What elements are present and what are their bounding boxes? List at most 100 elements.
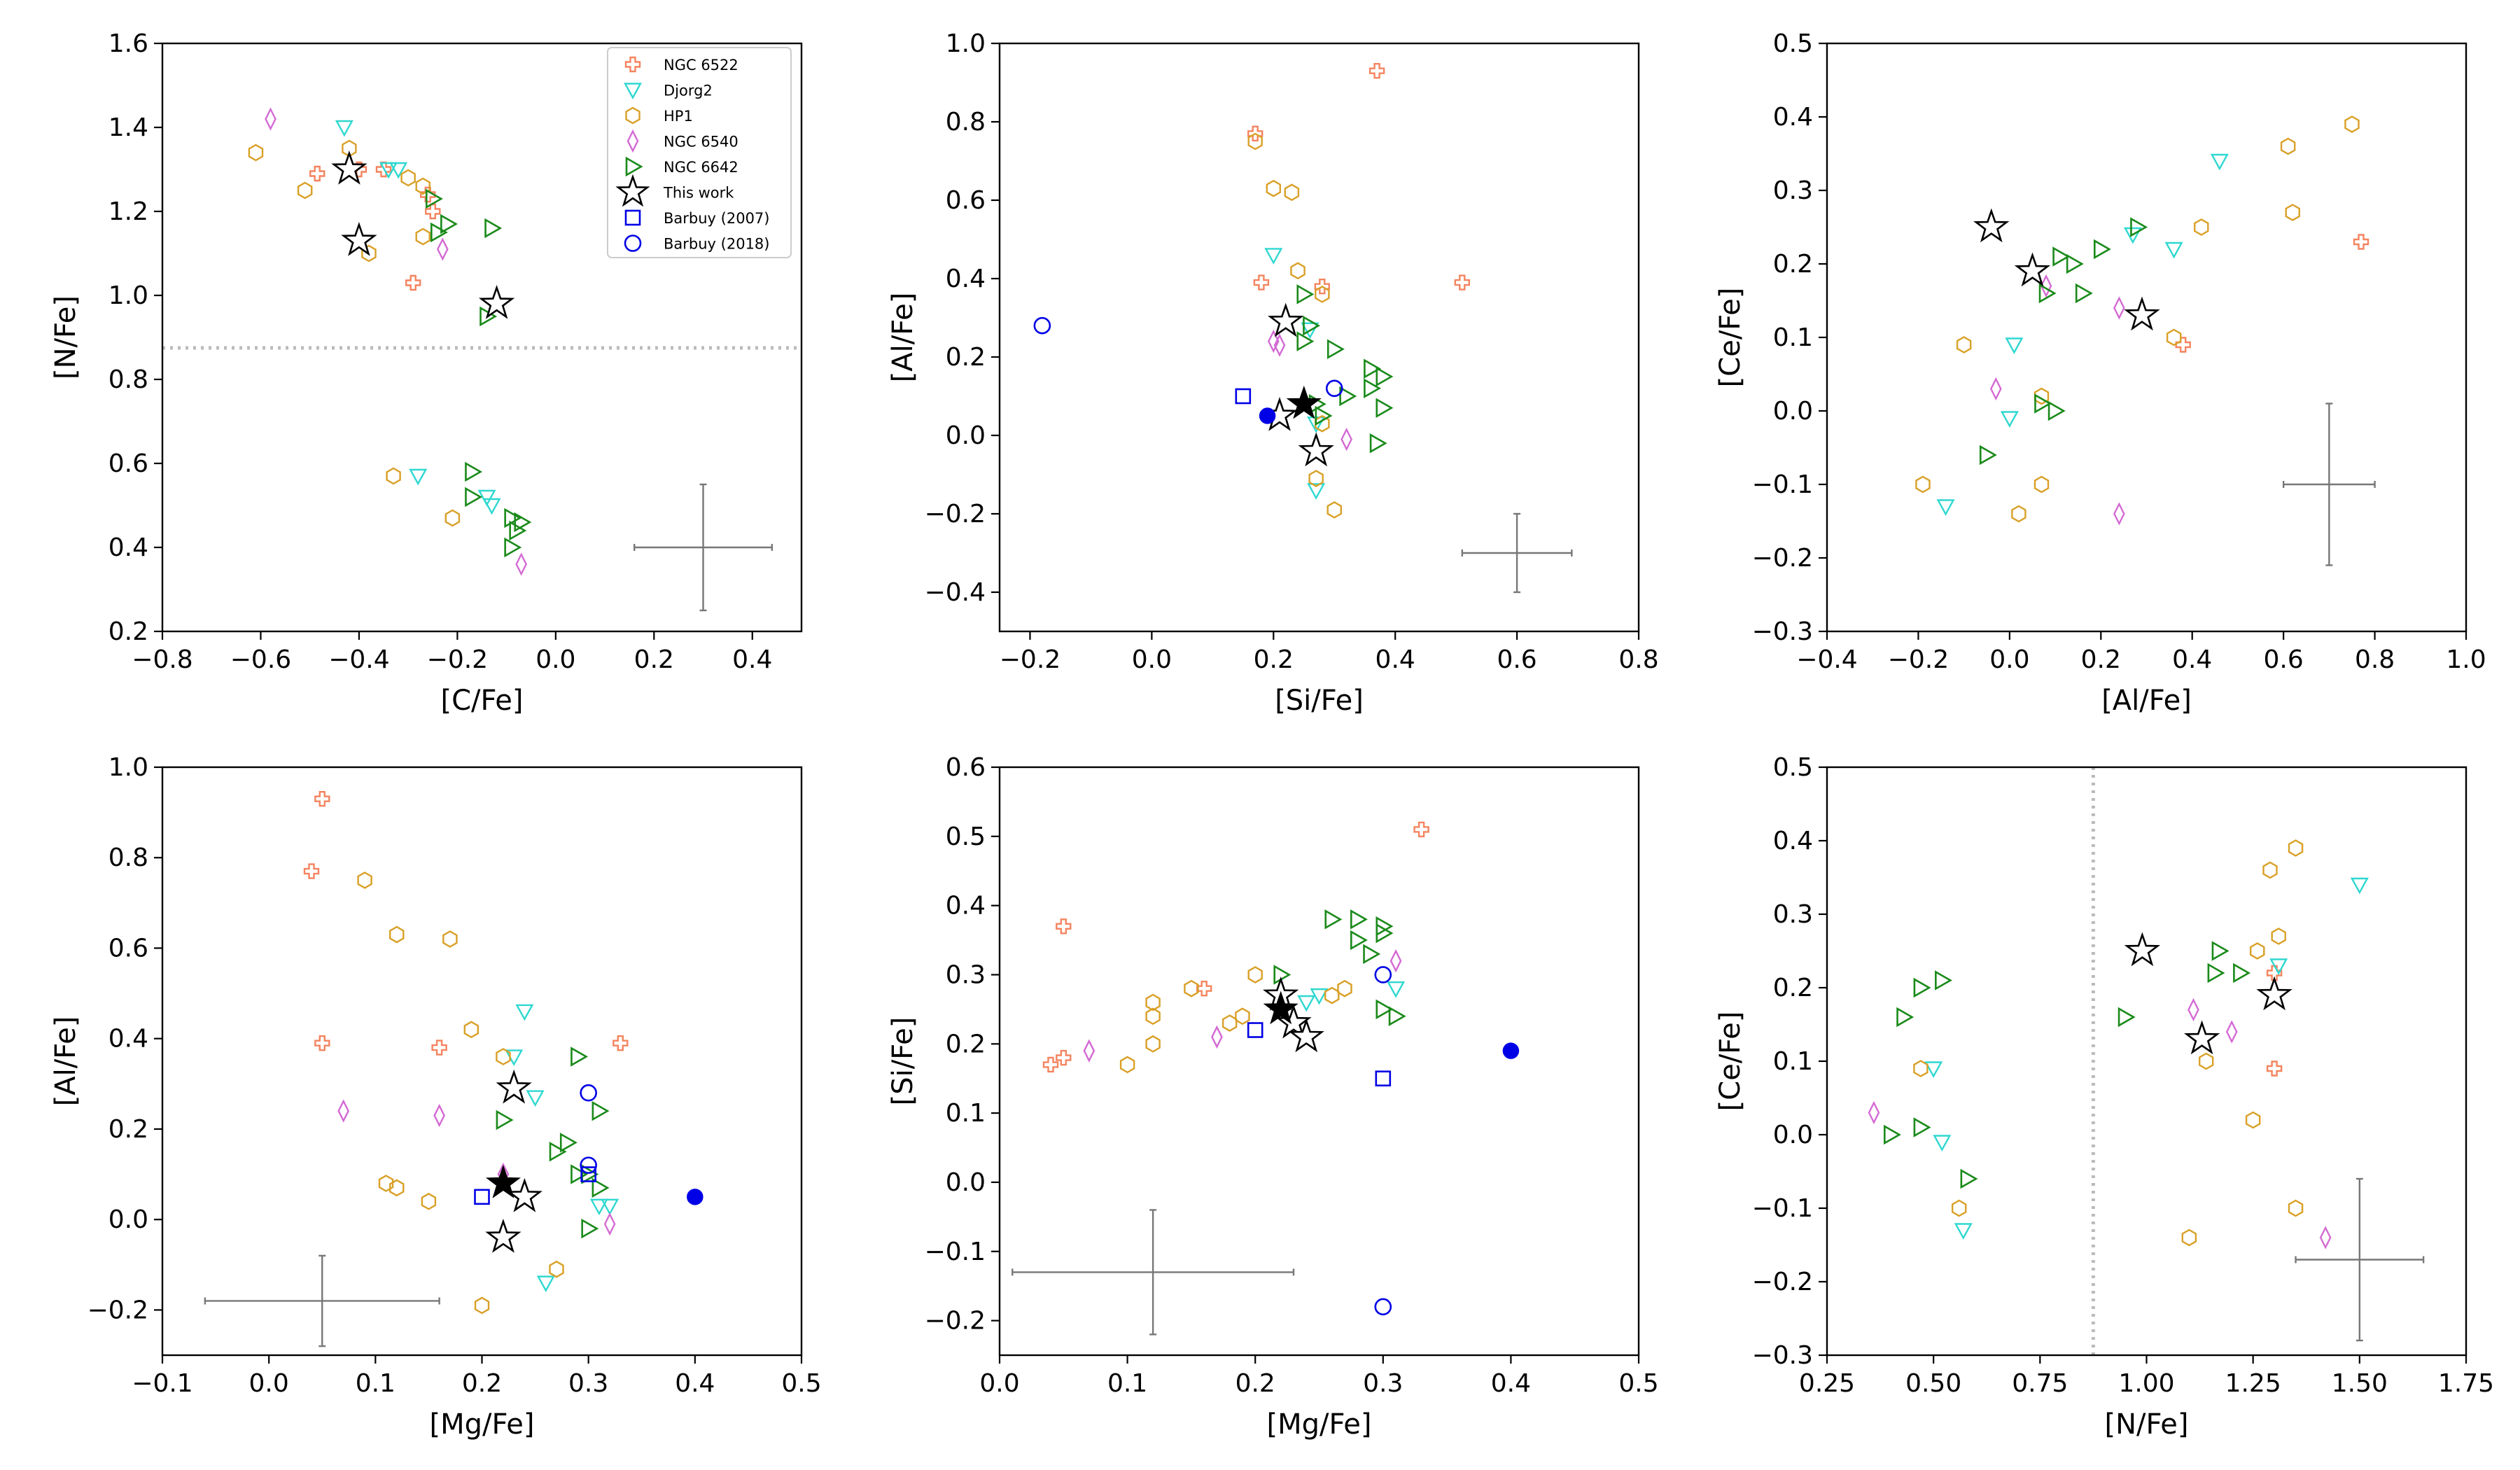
data-point xyxy=(1235,388,1252,405)
legend-marker xyxy=(626,129,639,153)
x-tick-label: 0.4 xyxy=(732,645,772,674)
data-point xyxy=(2249,942,2265,960)
legend-box xyxy=(607,47,792,258)
plot-frame xyxy=(998,42,1640,633)
y-axis-label: [Ce/Fe] xyxy=(1714,1011,1746,1112)
data-point xyxy=(375,161,392,178)
data-point xyxy=(1374,966,1392,983)
data-point xyxy=(1268,302,1304,337)
legend-label: Barbuy (2007) xyxy=(664,210,769,227)
data-point xyxy=(1324,909,1343,930)
data-point xyxy=(2066,253,2084,274)
y-tick-label: −0.2 xyxy=(1752,1268,1813,1296)
data-point xyxy=(2113,502,2125,526)
data-point xyxy=(1267,329,1280,354)
data-point xyxy=(2040,274,2052,298)
x-tick-label: 0.3 xyxy=(1363,1369,1403,1398)
y-tick-label: 0.8 xyxy=(946,108,986,136)
y-tick-label: 0.6 xyxy=(108,449,148,478)
data-point xyxy=(1042,1056,1059,1073)
legend-label: NGC 6522 xyxy=(664,57,738,74)
series-ngc-6642 xyxy=(496,1046,610,1239)
series-barbuy-2018- xyxy=(1374,966,1392,1316)
data-point xyxy=(400,169,416,187)
data-point xyxy=(2188,997,2199,1022)
y-tick-label: −0.2 xyxy=(925,500,986,528)
series-ngc-6540 xyxy=(1267,329,1352,451)
data-point xyxy=(1376,398,1394,419)
data-point xyxy=(1337,979,1352,997)
data-point xyxy=(389,1179,405,1197)
data-point xyxy=(1314,279,1331,295)
x-tick-label: 1.0 xyxy=(2446,645,2486,674)
data-point xyxy=(1325,379,1343,398)
data-point xyxy=(1868,1100,1880,1125)
y-tick-label: 0.0 xyxy=(946,421,986,450)
data-point xyxy=(425,188,443,209)
data-point xyxy=(1350,930,1368,951)
data-point xyxy=(433,1103,445,1128)
x-tick-label: 1.00 xyxy=(2118,1369,2174,1398)
x-tick-label: 0.2 xyxy=(462,1369,502,1398)
x-tick-label: 0.1 xyxy=(1107,1369,1147,1398)
data-point xyxy=(421,1192,437,1210)
series-djorg2 xyxy=(1297,981,1406,1012)
data-point xyxy=(297,181,313,200)
data-point xyxy=(1913,977,1931,998)
data-point xyxy=(2118,1007,2136,1028)
errorbar xyxy=(204,1254,440,1348)
data-point xyxy=(1301,322,1320,340)
data-point xyxy=(570,1164,589,1184)
x-tick-label: 0.50 xyxy=(1905,1369,1961,1398)
series-ngc-6540 xyxy=(1989,274,2125,526)
data-point xyxy=(1290,262,1306,280)
data-point xyxy=(1951,1199,1967,1217)
data-point xyxy=(335,120,354,137)
x-tick-label: 0.2 xyxy=(1236,1369,1275,1398)
plot-frame xyxy=(161,42,803,633)
data-point xyxy=(1376,999,1394,1020)
series-ngc-6540 xyxy=(1868,997,2332,1250)
series-ngc-6642 xyxy=(1296,284,1394,454)
x-tick-label: 1.75 xyxy=(2438,1369,2494,1398)
y-tick-label: 1.4 xyxy=(108,113,148,142)
data-point xyxy=(509,520,527,541)
x-tick-label: 0.4 xyxy=(675,1369,715,1398)
series-ngc-6522 xyxy=(2175,234,2370,353)
data-point xyxy=(2038,283,2057,304)
data-point xyxy=(1374,1298,1392,1316)
data-point xyxy=(1364,378,1382,399)
series-djorg2 xyxy=(335,120,501,515)
x-tick-label: 0.0 xyxy=(536,645,575,674)
data-point xyxy=(386,467,401,485)
data-point xyxy=(2166,328,2182,346)
data-point xyxy=(1145,1007,1161,1026)
series-hp1 xyxy=(1913,839,2304,1247)
y-tick-label: −0.3 xyxy=(1752,1341,1813,1370)
series-ngc-6642 xyxy=(425,188,532,558)
panel-3: −0.4 −0.2 0.0 0.2 0.4 0.6 0.8 1.0 −0.3 −0.2 −0.1 0.… xyxy=(1714,29,2486,717)
data-point xyxy=(1340,427,1352,451)
data-point xyxy=(570,1046,589,1067)
data-point xyxy=(357,872,372,889)
legend-label: HP1 xyxy=(664,108,693,125)
y-tick-label: 0.0 xyxy=(1773,1121,1813,1149)
y-tick-label: 1.2 xyxy=(108,197,148,226)
data-point xyxy=(2075,283,2093,304)
series-barbuy-2018-filled xyxy=(687,1189,704,1205)
data-point xyxy=(601,1198,620,1216)
panel-5: 0.0 0.1 0.2 0.3 0.4 0.5 −0.2 −0.1 0.0 0.1 0.2 0.3 0.… xyxy=(887,753,1659,1441)
data-point xyxy=(2123,227,2142,244)
data-point xyxy=(496,1069,532,1104)
x-axis-label: [C/Fe] xyxy=(440,685,523,717)
data-point xyxy=(465,461,483,482)
y-tick-label: −0.3 xyxy=(1752,617,1813,646)
series-this-work xyxy=(2124,932,2292,1055)
x-tick-label: 0.0 xyxy=(979,1369,1019,1398)
data-point xyxy=(2285,204,2300,221)
data-point xyxy=(1273,965,1292,985)
data-point xyxy=(1973,208,2010,243)
data-point xyxy=(1211,1025,1223,1049)
series-ngc-6522 xyxy=(309,161,441,291)
y-tick-label: 1.0 xyxy=(108,281,148,310)
